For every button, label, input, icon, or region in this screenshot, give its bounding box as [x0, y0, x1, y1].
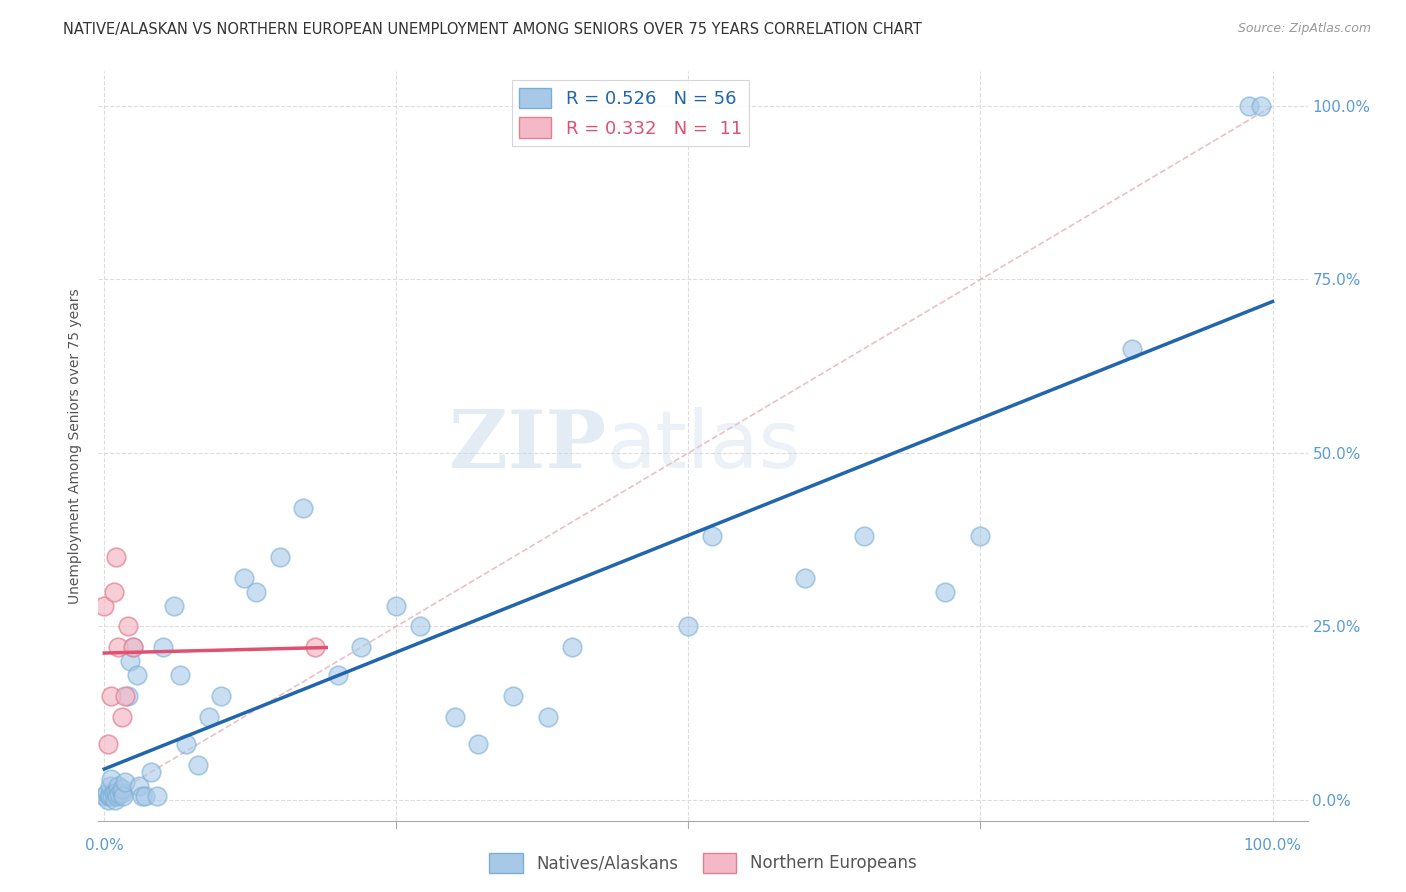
- Point: [117, 689, 139, 703]
- Point: [114, 775, 136, 789]
- Point: [100, 772, 122, 786]
- Point: [409, 619, 432, 633]
- Point: [111, 782, 134, 797]
- Point: [104, 786, 127, 800]
- Point: [107, 779, 129, 793]
- Legend: R = 0.526   N = 56, R = 0.332   N =  11: R = 0.526 N = 56, R = 0.332 N = 11: [512, 80, 749, 145]
- Point: [794, 571, 817, 585]
- Y-axis label: Unemployment Among Seniors over 75 years: Unemployment Among Seniors over 75 years: [69, 288, 83, 604]
- Point: [385, 599, 408, 613]
- Point: [131, 789, 153, 804]
- Point: [125, 668, 148, 682]
- Point: [969, 529, 991, 543]
- Point: [350, 640, 373, 655]
- Point: [105, 789, 128, 804]
- Point: [128, 779, 150, 793]
- Point: [122, 640, 145, 655]
- Point: [852, 529, 875, 543]
- Point: [111, 789, 134, 804]
- Point: [152, 640, 174, 655]
- Point: [104, 549, 127, 564]
- Point: [111, 709, 134, 723]
- Point: [97, 793, 120, 807]
- Point: [700, 529, 723, 543]
- Point: [209, 689, 232, 703]
- Point: [100, 689, 122, 703]
- Point: [1237, 99, 1260, 113]
- Point: [118, 654, 141, 668]
- Point: [122, 640, 145, 655]
- Point: [467, 737, 489, 751]
- Point: [174, 737, 197, 751]
- Text: ZIP: ZIP: [450, 407, 606, 485]
- Text: 100.0%: 100.0%: [1243, 838, 1302, 853]
- Point: [103, 584, 125, 599]
- Point: [678, 619, 700, 633]
- Point: [1250, 99, 1272, 113]
- Text: atlas: atlas: [606, 407, 800, 485]
- Point: [111, 786, 134, 800]
- Point: [98, 789, 121, 804]
- Point: [98, 779, 121, 793]
- Point: [502, 689, 524, 703]
- Point: [169, 668, 191, 682]
- Point: [103, 786, 125, 800]
- Point: [134, 789, 156, 804]
- Point: [107, 640, 129, 655]
- Text: 0.0%: 0.0%: [84, 838, 124, 853]
- Point: [187, 758, 209, 772]
- Point: [104, 793, 127, 807]
- Point: [93, 599, 115, 613]
- Point: [139, 765, 162, 780]
- Point: [537, 709, 560, 723]
- Point: [198, 709, 221, 723]
- Point: [245, 584, 267, 599]
- Point: [117, 619, 139, 633]
- Point: [934, 584, 956, 599]
- Point: [97, 789, 120, 804]
- Point: [443, 709, 465, 723]
- Point: [96, 786, 118, 800]
- Point: [163, 599, 186, 613]
- Point: [561, 640, 583, 655]
- Point: [1121, 342, 1143, 356]
- Point: [304, 640, 326, 655]
- Text: NATIVE/ALASKAN VS NORTHERN EUROPEAN UNEMPLOYMENT AMONG SENIORS OVER 75 YEARS COR: NATIVE/ALASKAN VS NORTHERN EUROPEAN UNEM…: [63, 22, 922, 37]
- Point: [97, 737, 120, 751]
- Text: Source: ZipAtlas.com: Source: ZipAtlas.com: [1237, 22, 1371, 36]
- Point: [326, 668, 349, 682]
- Point: [93, 789, 115, 804]
- Point: [233, 571, 256, 585]
- Point: [108, 787, 131, 801]
- Legend: Natives/Alaskans, Northern Europeans: Natives/Alaskans, Northern Europeans: [482, 847, 924, 880]
- Point: [291, 501, 314, 516]
- Point: [101, 789, 124, 804]
- Point: [114, 689, 136, 703]
- Point: [146, 789, 169, 804]
- Point: [269, 549, 291, 564]
